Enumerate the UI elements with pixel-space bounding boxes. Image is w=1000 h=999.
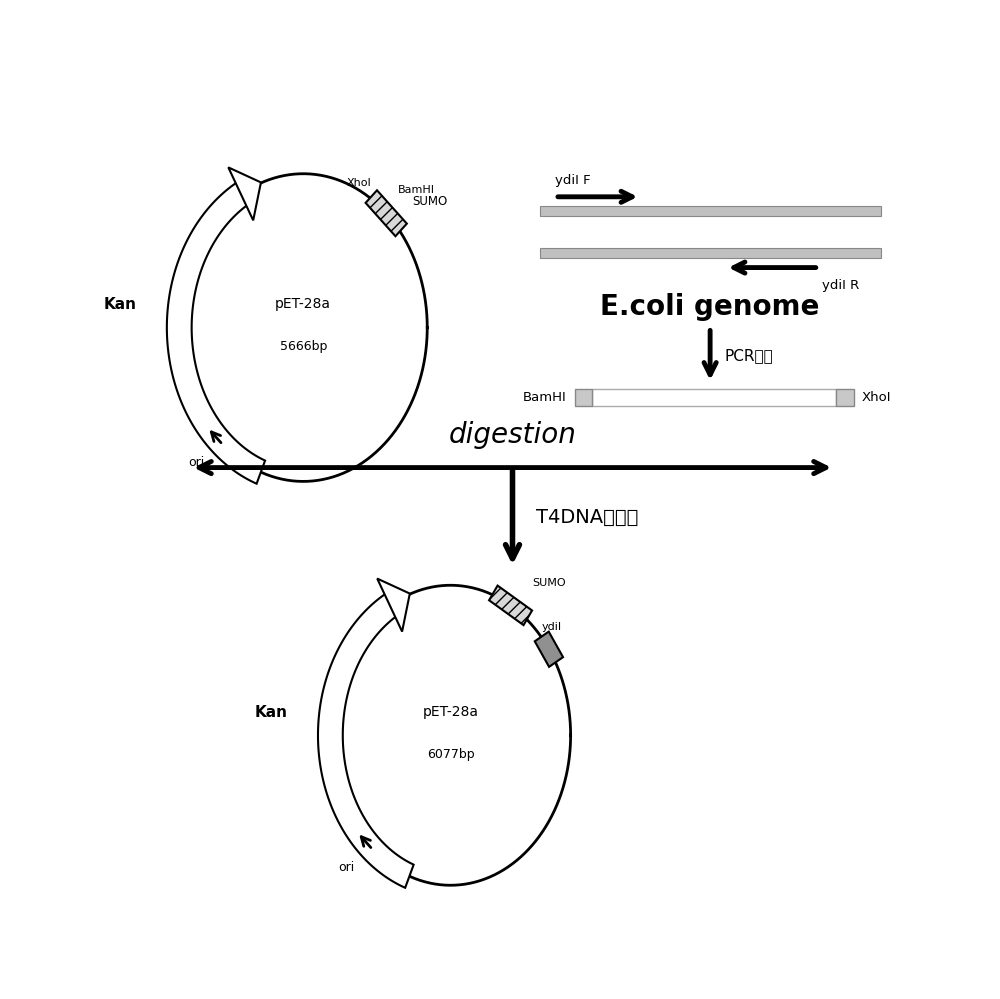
Text: ori: ori bbox=[338, 860, 354, 873]
Text: BamHI: BamHI bbox=[523, 391, 567, 404]
Polygon shape bbox=[535, 631, 563, 667]
Text: ori: ori bbox=[188, 456, 204, 469]
Text: T4DNA连接酶: T4DNA连接酶 bbox=[536, 508, 638, 527]
Polygon shape bbox=[366, 190, 407, 236]
Text: XhoI: XhoI bbox=[861, 391, 891, 404]
Text: 5666bp: 5666bp bbox=[280, 341, 327, 354]
Text: Kan: Kan bbox=[255, 704, 288, 719]
Text: digestion: digestion bbox=[449, 422, 576, 450]
Bar bbox=[574, 390, 592, 406]
Bar bbox=[592, 390, 836, 406]
Text: pET-28a: pET-28a bbox=[275, 298, 331, 312]
Bar bbox=[540, 206, 881, 216]
Text: pET-28a: pET-28a bbox=[422, 705, 479, 719]
Polygon shape bbox=[377, 578, 410, 631]
Text: E.coli genome: E.coli genome bbox=[600, 293, 820, 321]
Text: SUMO: SUMO bbox=[532, 578, 566, 588]
Bar bbox=[540, 249, 881, 259]
Polygon shape bbox=[318, 588, 414, 888]
Polygon shape bbox=[228, 168, 261, 221]
Text: PCR扩增: PCR扩增 bbox=[724, 348, 773, 363]
Polygon shape bbox=[489, 585, 532, 625]
Text: SUMO: SUMO bbox=[412, 196, 447, 209]
Text: ydiI R: ydiI R bbox=[822, 279, 860, 292]
Text: ydiI F: ydiI F bbox=[555, 174, 591, 187]
Text: BamHI: BamHI bbox=[398, 185, 435, 195]
Bar bbox=[836, 390, 854, 406]
Text: Kan: Kan bbox=[104, 297, 137, 312]
Text: ydiI: ydiI bbox=[542, 622, 562, 632]
Text: XhoI: XhoI bbox=[346, 179, 371, 189]
Text: 6077bp: 6077bp bbox=[427, 748, 474, 761]
Polygon shape bbox=[167, 177, 265, 484]
